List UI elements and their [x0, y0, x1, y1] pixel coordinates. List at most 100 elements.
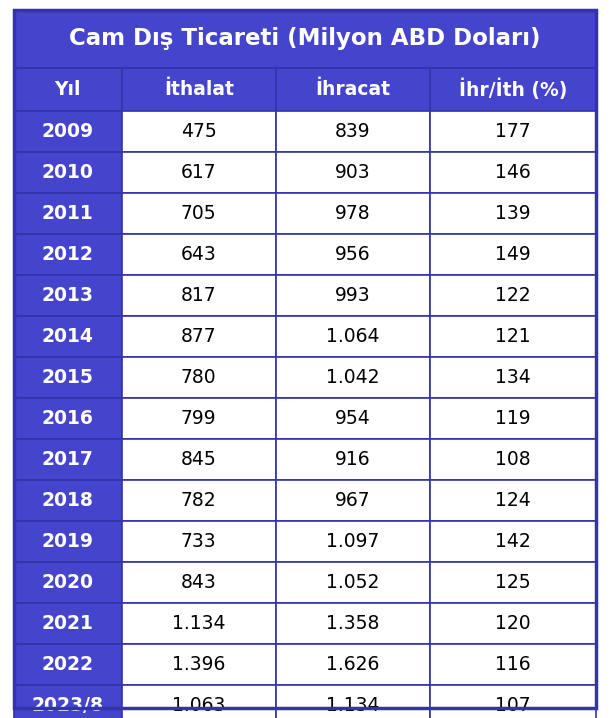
Text: 121: 121: [495, 327, 531, 346]
Bar: [430, 685, 596, 718]
Text: 978: 978: [336, 204, 371, 223]
Bar: [14, 439, 121, 480]
Bar: [14, 398, 121, 439]
Bar: [121, 316, 276, 357]
Bar: [430, 152, 596, 193]
Text: 107: 107: [495, 696, 531, 715]
Text: 124: 124: [495, 491, 531, 510]
Bar: [276, 644, 430, 685]
Bar: [430, 398, 596, 439]
Text: 1.052: 1.052: [326, 573, 379, 592]
Bar: [14, 685, 121, 718]
Text: 475: 475: [181, 122, 217, 141]
Text: 2011: 2011: [42, 204, 94, 223]
Text: 1.097: 1.097: [326, 532, 379, 551]
Bar: [430, 316, 596, 357]
Text: 903: 903: [336, 163, 371, 182]
Text: 967: 967: [336, 491, 371, 510]
Bar: [14, 234, 121, 275]
Bar: [14, 152, 121, 193]
Bar: [14, 562, 121, 603]
Text: 2017: 2017: [42, 450, 94, 469]
Bar: [14, 521, 121, 562]
Bar: [14, 480, 121, 521]
Bar: [430, 521, 596, 562]
Text: 2009: 2009: [41, 122, 94, 141]
Text: 993: 993: [336, 286, 371, 305]
Bar: [430, 644, 596, 685]
Text: 733: 733: [181, 532, 217, 551]
Bar: [14, 316, 121, 357]
Text: 839: 839: [336, 122, 371, 141]
Text: 149: 149: [495, 245, 531, 264]
Bar: [276, 480, 430, 521]
Bar: [121, 480, 276, 521]
Bar: [276, 316, 430, 357]
Text: 134: 134: [495, 368, 531, 387]
Bar: [121, 562, 276, 603]
Text: 120: 120: [495, 614, 531, 633]
Text: 2019: 2019: [42, 532, 94, 551]
Bar: [121, 152, 276, 193]
Text: 108: 108: [495, 450, 531, 469]
Text: 916: 916: [336, 450, 371, 469]
Bar: [14, 68, 121, 111]
Bar: [121, 357, 276, 398]
Text: 954: 954: [335, 409, 371, 428]
Bar: [430, 480, 596, 521]
Text: 139: 139: [495, 204, 531, 223]
Text: 780: 780: [181, 368, 217, 387]
Text: 1.626: 1.626: [326, 655, 379, 674]
Bar: [14, 644, 121, 685]
Text: 2014: 2014: [42, 327, 94, 346]
Text: Cam Dış Ticareti (Milyon ABD Doları): Cam Dış Ticareti (Milyon ABD Doları): [70, 27, 540, 50]
Bar: [276, 275, 430, 316]
Bar: [121, 521, 276, 562]
Bar: [430, 111, 596, 152]
Text: 142: 142: [495, 532, 531, 551]
Text: 1.134: 1.134: [326, 696, 380, 715]
Text: 2018: 2018: [42, 491, 94, 510]
Text: 2012: 2012: [42, 245, 94, 264]
Bar: [276, 603, 430, 644]
Bar: [430, 68, 596, 111]
Bar: [430, 357, 596, 398]
Text: 125: 125: [495, 573, 531, 592]
Text: 782: 782: [181, 491, 217, 510]
Bar: [121, 603, 276, 644]
Text: 2022: 2022: [42, 655, 94, 674]
Bar: [276, 111, 430, 152]
Text: 845: 845: [181, 450, 217, 469]
Text: 799: 799: [181, 409, 217, 428]
Text: 1.063: 1.063: [172, 696, 226, 715]
Bar: [430, 439, 596, 480]
Text: İhracat: İhracat: [315, 80, 390, 99]
Text: 116: 116: [495, 655, 531, 674]
Text: 1.134: 1.134: [172, 614, 226, 633]
Bar: [121, 68, 276, 111]
Bar: [121, 685, 276, 718]
Bar: [276, 439, 430, 480]
Text: 817: 817: [181, 286, 217, 305]
Bar: [276, 152, 430, 193]
Bar: [430, 193, 596, 234]
Bar: [430, 234, 596, 275]
Text: 2015: 2015: [42, 368, 94, 387]
Bar: [14, 193, 121, 234]
Text: 177: 177: [495, 122, 531, 141]
Bar: [276, 521, 430, 562]
Bar: [430, 562, 596, 603]
Bar: [14, 357, 121, 398]
Text: 119: 119: [495, 409, 531, 428]
Text: İhr/İth (%): İhr/İth (%): [459, 79, 567, 101]
Bar: [121, 193, 276, 234]
Bar: [276, 562, 430, 603]
Bar: [276, 357, 430, 398]
Bar: [276, 68, 430, 111]
Text: 122: 122: [495, 286, 531, 305]
Bar: [276, 398, 430, 439]
Text: 1.064: 1.064: [326, 327, 380, 346]
Bar: [14, 10, 596, 68]
Text: 1.358: 1.358: [326, 614, 379, 633]
Bar: [121, 111, 276, 152]
